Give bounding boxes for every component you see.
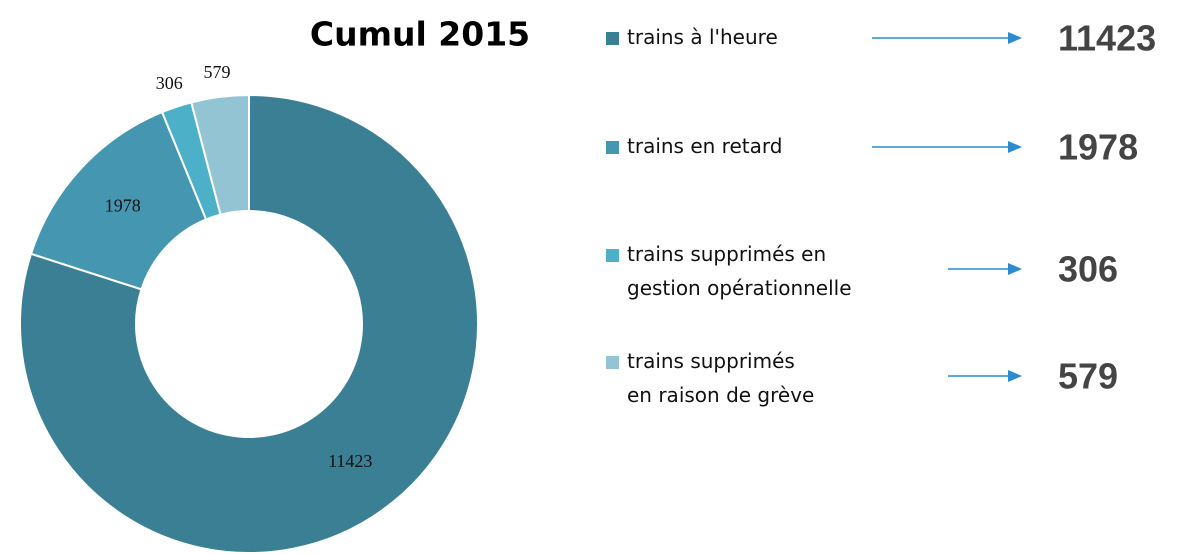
- chart-title: Cumul 2015: [310, 15, 530, 54]
- legend-swatch: [606, 141, 619, 154]
- slice-label: 1978: [105, 195, 141, 215]
- legend-swatch: [606, 356, 619, 369]
- donut-slice: [190, 93, 250, 216]
- slice-label: 306: [156, 73, 183, 93]
- legend-label: trains supprimés en raison de grève: [627, 349, 815, 407]
- value-label: 306: [1058, 249, 1118, 290]
- slice-label: 579: [204, 62, 231, 82]
- arrow-head: [1008, 370, 1022, 382]
- legend-swatch: [606, 32, 619, 45]
- value-label: 579: [1058, 356, 1118, 397]
- slice-label: 11423: [328, 451, 372, 471]
- donut-slice: [19, 93, 479, 554]
- value-label: 1978: [1058, 127, 1138, 168]
- arrow-head: [1008, 263, 1022, 275]
- legend-label: trains en retard: [627, 134, 783, 158]
- arrow-head: [1008, 141, 1022, 153]
- legend-swatch: [606, 249, 619, 262]
- arrow-head: [1008, 32, 1022, 44]
- value-label: 11423: [1058, 18, 1156, 59]
- legend-label: trains supprimés en gestion opérationnel…: [627, 242, 852, 300]
- legend-label: trains à l'heure: [627, 25, 778, 49]
